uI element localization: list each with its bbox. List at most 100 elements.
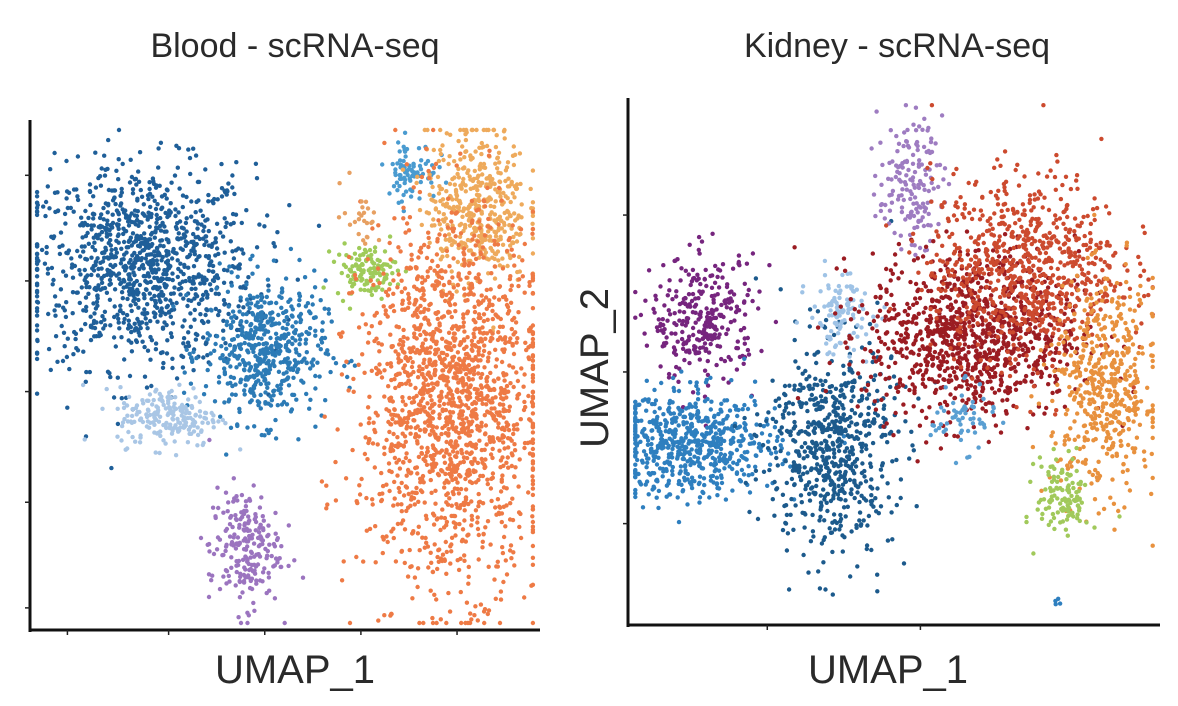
scatter-point <box>233 583 238 588</box>
scatter-point <box>138 435 143 440</box>
scatter-point <box>228 364 233 369</box>
scatter-point <box>373 271 379 276</box>
scatter-point <box>759 348 764 354</box>
scatter-point <box>476 299 481 304</box>
scatter-point <box>312 285 318 290</box>
scatter-point <box>75 290 80 295</box>
scatter-point <box>654 495 659 500</box>
scatter-point <box>681 296 687 302</box>
scatter-point <box>228 239 233 244</box>
scatter-point <box>397 149 402 154</box>
scatter-point <box>199 428 204 433</box>
scatter-point <box>699 239 705 244</box>
scatter-point <box>252 568 257 573</box>
scatter-point <box>257 351 263 357</box>
scatter-point <box>213 236 218 241</box>
scatter-point <box>363 241 368 246</box>
scatter-point <box>482 365 487 370</box>
scatter-point <box>158 299 163 305</box>
scatter-point <box>530 394 536 399</box>
scatter-point <box>222 301 228 306</box>
scatter-point <box>273 556 279 561</box>
scatter-point <box>147 392 153 397</box>
scatter-point <box>399 548 405 554</box>
scatter-point <box>227 264 232 269</box>
scatter-point <box>407 410 412 416</box>
scatter-point <box>125 296 130 302</box>
scatter-point <box>420 366 425 372</box>
scatter-point <box>274 300 279 306</box>
scatter-point <box>470 408 476 413</box>
scatter-point <box>488 370 493 376</box>
scatter-point <box>363 199 369 204</box>
scatter-point <box>393 385 398 391</box>
scatter-point <box>190 421 195 426</box>
scatter-point <box>370 274 376 279</box>
scatter-point <box>258 392 263 398</box>
scatter-point <box>191 146 196 151</box>
scatter-point <box>488 287 493 292</box>
scatter-point <box>460 527 466 532</box>
scatter-point <box>379 375 385 380</box>
scatter-point <box>413 350 418 355</box>
scatter-point <box>528 186 533 192</box>
scatter-point <box>34 212 40 218</box>
scatter-point <box>518 535 524 541</box>
scatter-point <box>216 419 221 424</box>
scatter-point <box>500 347 505 352</box>
scatter-point <box>200 213 206 219</box>
scatter-point <box>517 457 522 462</box>
scatter-point <box>440 217 446 222</box>
scatter-point <box>690 267 696 273</box>
scatter-point <box>443 237 448 242</box>
scatter-point <box>468 286 473 291</box>
scatter-point <box>63 273 69 278</box>
scatter-point <box>404 424 410 429</box>
scatter-point <box>130 191 136 196</box>
scatter-point <box>482 204 488 209</box>
scatter-point <box>292 558 297 563</box>
scatter-point <box>706 310 711 316</box>
scatter-point <box>530 251 536 256</box>
scatter-point <box>690 390 696 395</box>
scatter-point <box>435 516 440 521</box>
scatter-point <box>239 332 245 337</box>
scatter-point <box>395 161 400 166</box>
scatter-point <box>268 427 273 433</box>
scatter-point <box>114 168 119 173</box>
scatter-point <box>320 328 325 333</box>
scatter-point <box>295 277 300 282</box>
scatter-point <box>675 495 680 500</box>
scatter-point <box>403 269 409 274</box>
scatter-point <box>265 534 270 539</box>
scatter-point <box>89 223 94 228</box>
scatter-point <box>421 375 427 380</box>
scatter-point <box>226 181 231 186</box>
scatter-point <box>431 193 436 199</box>
scatter-point <box>100 314 105 319</box>
scatter-point <box>677 301 683 307</box>
scatter-point <box>436 548 441 553</box>
scatter-point <box>463 189 468 194</box>
scatter-point <box>99 280 105 285</box>
scatter-point <box>133 239 139 244</box>
scatter-point <box>352 272 358 278</box>
scatter-point <box>633 289 638 295</box>
scatter-point <box>135 316 140 322</box>
scatter-point <box>511 144 516 149</box>
scatter-point <box>454 361 459 366</box>
scatter-point <box>216 505 221 511</box>
scatter-point <box>738 443 743 448</box>
scatter-point <box>126 394 132 400</box>
scatter-point <box>456 491 462 496</box>
scatter-point <box>405 336 410 341</box>
scatter-point <box>709 285 715 290</box>
scatter-point <box>231 535 236 540</box>
scatter-point <box>241 305 246 310</box>
scatter-point <box>446 196 451 201</box>
scatter-point <box>406 469 411 474</box>
scatter-point <box>69 265 75 270</box>
scatter-point <box>218 414 223 419</box>
scatter-point <box>251 295 256 300</box>
scatter-point <box>459 620 464 626</box>
